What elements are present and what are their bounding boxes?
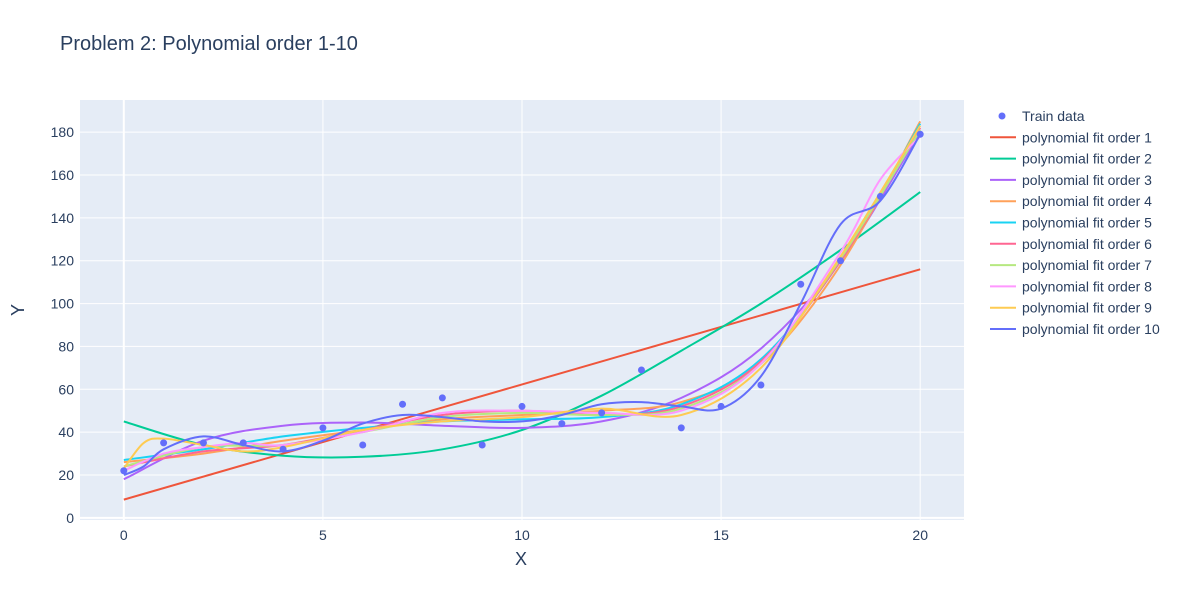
train-data-point [598,409,606,417]
legend-label: polynomial fit order 10 [1022,321,1160,337]
train-data-point [160,439,168,447]
train-data-point [120,467,128,475]
train-data-point [319,424,327,432]
legend-item[interactable]: polynomial fit order 3 [990,172,1152,188]
grid-lines [80,100,964,520]
legend-label: polynomial fit order 7 [1022,257,1152,273]
train-data-point [757,381,765,389]
train-data-point [518,402,526,410]
legend-item[interactable]: polynomial fit order 5 [990,215,1152,231]
y-tick-label: 40 [58,424,74,440]
y-tick-label: 120 [51,253,75,269]
x-tick-label: 0 [120,527,128,543]
series-line-order-10 [123,133,922,476]
legend-item[interactable]: polynomial fit order 4 [990,193,1152,209]
train-data-point [558,420,566,428]
series-line-order-1 [123,268,921,501]
legend-item[interactable]: polynomial fit order 7 [990,257,1152,273]
train-data-point [797,280,805,288]
legend-label: polynomial fit order 2 [1022,151,1152,167]
legend-label: polynomial fit order 4 [1022,193,1152,209]
legend-label: Train data [1022,108,1085,124]
chart-title: Problem 2: Polynomial order 1-10 [60,33,358,55]
legend-label: polynomial fit order 5 [1022,215,1152,231]
legend-item[interactable]: polynomial fit order 9 [990,300,1152,316]
legend-item[interactable]: polynomial fit order 8 [990,278,1152,294]
train-data-point [876,192,884,200]
y-axis-label: Y [8,304,28,316]
x-tick-label: 10 [514,527,530,543]
legend-item[interactable]: polynomial fit order 1 [990,129,1152,145]
legend: Train data polynomial fit order 1 polynomi… [990,108,1160,337]
x-tick-label: 5 [319,527,327,543]
legend-label: polynomial fit order 8 [1022,278,1152,294]
series-line-order-8 [123,135,921,472]
x-tick-label: 20 [912,527,928,543]
y-tick-label: 0 [66,510,74,526]
legend-label: polynomial fit order 3 [1022,172,1152,188]
train-data-point [279,445,287,453]
series-layer [120,120,924,501]
y-tick-label: 140 [51,210,75,226]
legend-item[interactable]: polynomial fit order 2 [990,151,1152,167]
y-tick-label: 100 [51,296,75,312]
train-data-point [239,439,247,447]
x-tick-label: 15 [713,527,729,543]
y-tick-label: 60 [58,381,74,397]
legend-label: polynomial fit order 6 [1022,236,1152,252]
legend-label: polynomial fit order 1 [1022,129,1152,145]
legend-item[interactable]: polynomial fit order 6 [990,236,1152,252]
x-axis-label: X [515,549,527,569]
legend-item[interactable]: Train data [998,108,1085,124]
legend-label: polynomial fit order 9 [1022,300,1152,316]
train-data-point [637,366,645,374]
train-data-point [438,394,446,402]
y-tick-label: 180 [51,124,75,140]
legend-marker [998,112,1006,120]
y-tick-label: 160 [51,167,75,183]
train-data-point [717,402,725,410]
train-data-point [359,441,367,449]
train-data-point [677,424,685,432]
y-tick-label: 80 [58,338,74,354]
train-data-point [837,257,845,265]
y-tick-label: 20 [58,467,74,483]
tick-labels: 0 5 10 15 20 0 20 40 60 80 100 120 140 160 180 [51,124,929,543]
train-data-point [478,441,486,449]
legend-item[interactable]: polynomial fit order 10 [990,321,1160,337]
train-data-point [399,400,407,408]
train-data-point [199,439,207,447]
train-data-point [916,130,924,138]
